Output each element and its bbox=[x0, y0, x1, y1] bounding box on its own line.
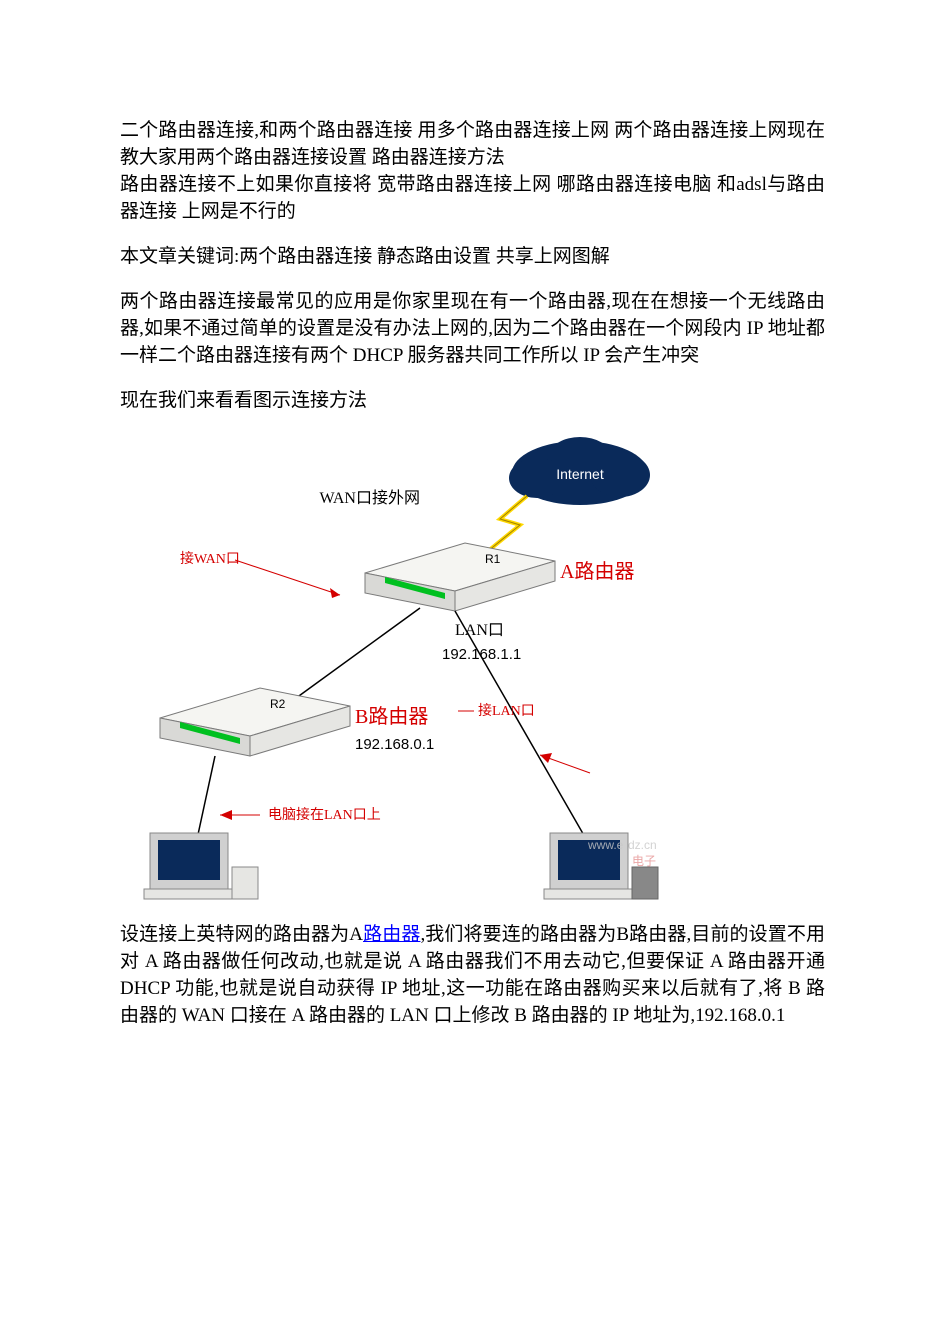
intro-paragraph-a: 二个路由器连接,和两个路由器连接 用多个路由器连接上网 两个路由器连接上网现在教… bbox=[120, 118, 825, 172]
router-b-name: B路由器 bbox=[355, 705, 428, 728]
bolt-icon bbox=[488, 496, 527, 551]
internet-cloud-icon: Internet bbox=[509, 437, 650, 505]
explain-paragraph: 两个路由器连接最常见的应用是你家里现在有一个路由器,现在在想接一个无线路由器,如… bbox=[120, 289, 825, 370]
link-a-to-pc2 bbox=[455, 611, 597, 858]
intro-paragraph-b: 路由器连接不上如果你直接将 宽带路由器连接上网 哪路由器连接电脑 和adsl与路… bbox=[120, 172, 825, 226]
router-link[interactable]: 路由器 bbox=[363, 924, 420, 945]
router-a-id: R1 bbox=[485, 552, 501, 566]
network-diagram: Internet WAN口接外网 R1 A路由器 L bbox=[120, 423, 825, 904]
pc-on-lan-callout: 电脑接在LAN口上 bbox=[220, 806, 381, 823]
setup-paragraph: 设连接上英特网的路由器为A路由器,我们将要连的路由器为B路由器,目前的设置不用对… bbox=[120, 922, 825, 1030]
setup-text-1: 设连接上英特网的路由器为A bbox=[120, 924, 363, 945]
router-a-ip: 192.168.1.1 bbox=[442, 646, 521, 663]
connect-lan-label: 接LAN口 bbox=[478, 702, 535, 719]
see-diagram-paragraph: 现在我们来看看图示连接方法 bbox=[120, 388, 825, 415]
svg-text:电子: 电子 bbox=[632, 854, 656, 868]
connect-lan-callout: 接LAN口 bbox=[458, 702, 535, 719]
router-b-ip: 192.168.0.1 bbox=[355, 736, 434, 753]
arrow-to-pc2 bbox=[540, 753, 590, 773]
keywords-paragraph: 本文章关键词:两个路由器连接 静态路由设置 共享上网图解 bbox=[120, 244, 825, 271]
router-b-id: R2 bbox=[270, 697, 286, 711]
router-a-name: A路由器 bbox=[560, 560, 634, 583]
svg-text:dz.cn: dz.cn bbox=[628, 838, 657, 852]
document-page: 二个路由器连接,和两个路由器连接 用多个路由器连接上网 两个路由器连接上网现在教… bbox=[0, 0, 945, 1337]
router-a-icon: R1 bbox=[365, 543, 555, 611]
connect-wan-label: 接WAN口 bbox=[180, 550, 240, 567]
pc-on-lan-label: 电脑接在LAN口上 bbox=[268, 806, 381, 823]
pc-left-icon bbox=[144, 833, 258, 899]
internet-label: Internet bbox=[556, 466, 604, 482]
connect-wan-callout: 接WAN口 bbox=[180, 550, 340, 598]
link-a-to-b bbox=[292, 608, 420, 701]
wan-caption: WAN口接外网 bbox=[320, 489, 420, 507]
svg-text:www.e: www.e bbox=[587, 838, 624, 852]
router-b-icon: R2 bbox=[160, 688, 350, 756]
